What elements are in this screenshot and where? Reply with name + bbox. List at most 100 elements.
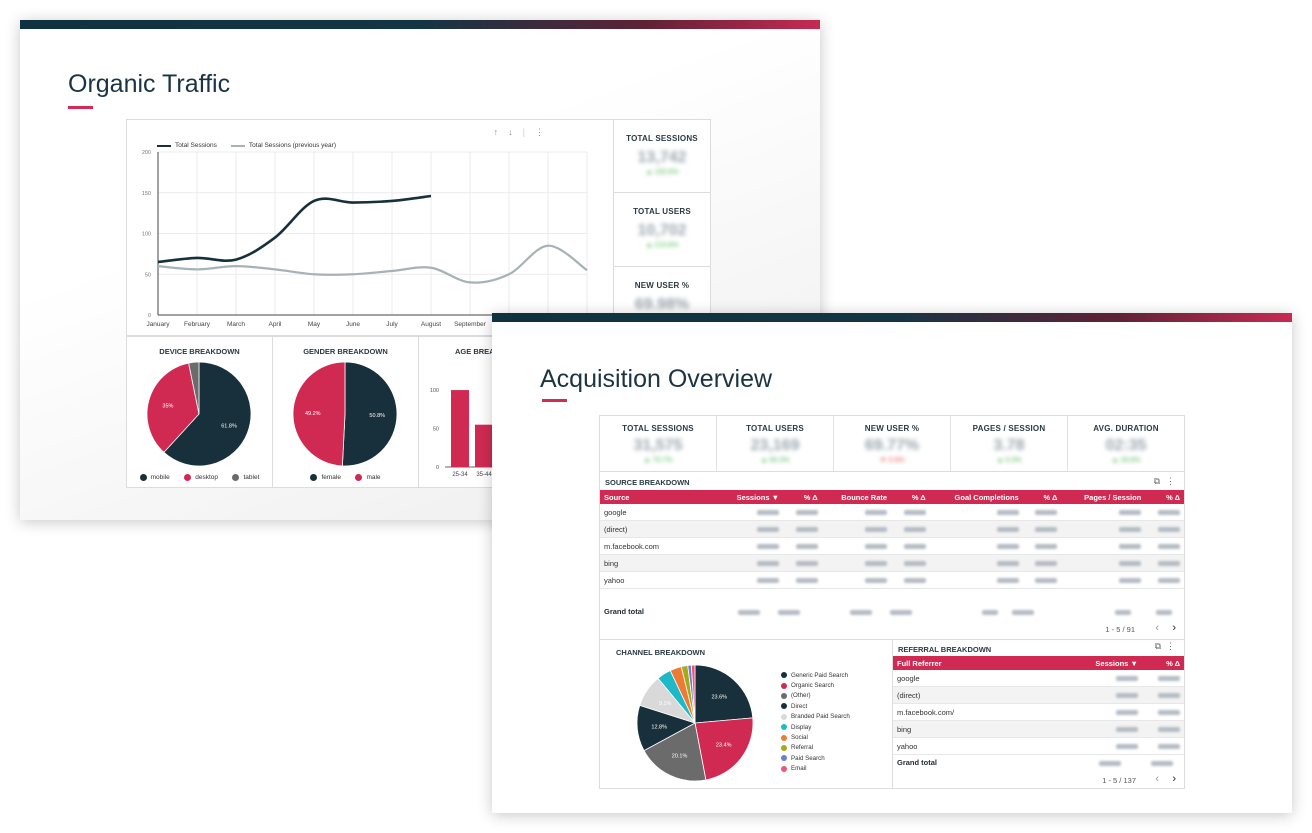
redacted-value (1158, 710, 1180, 716)
table-cell (821, 554, 892, 572)
bar (451, 390, 469, 467)
column-header[interactable]: Pages / Session (1061, 490, 1146, 504)
table-row[interactable]: m.facebook.com (600, 537, 1184, 555)
x-tick-label: July (386, 321, 398, 328)
title-underline (542, 399, 567, 402)
card-top-bar (20, 20, 820, 29)
channel-breakdown-panel: CHANNEL BREAKDOWN 23.6% 23.4% 20.1% 12.8% 9.… (599, 639, 894, 789)
more-options-icon[interactable]: ⋮ (535, 127, 544, 137)
table-row[interactable]: bing (893, 720, 1184, 738)
column-header[interactable]: % Δ (1141, 656, 1184, 670)
slice-label: 23.4% (716, 743, 732, 749)
prev-page-icon[interactable]: ‹ (1155, 622, 1159, 634)
redacted-value (757, 561, 780, 567)
y-tick-label: 200 (142, 150, 151, 156)
prev-page-icon[interactable]: ‹ (1155, 773, 1159, 785)
legend-mobile: mobile (139, 474, 170, 481)
card-top-bar (492, 313, 1292, 322)
redacted-value (1119, 561, 1142, 567)
legend-swatch (157, 144, 171, 147)
referral-table: Full Referrer Sessions ▼ % Δ google (dir… (893, 656, 1184, 755)
export-icon[interactable]: ⧉ (1154, 641, 1161, 651)
series-line (157, 194, 432, 264)
legend-label: Total Sessions (175, 142, 217, 149)
table-cell (718, 554, 784, 572)
redacted-value (1158, 544, 1180, 550)
redacted-value (1158, 561, 1180, 567)
table-cell (1022, 537, 1062, 555)
table-cell (718, 571, 784, 589)
table-row[interactable]: google (893, 670, 1184, 687)
legend-dot (781, 713, 787, 720)
legend-dot (781, 672, 787, 679)
y-tick-label: 150 (142, 191, 151, 197)
pie-slice (341, 361, 398, 467)
kpi-label: TOTAL USERS (746, 424, 804, 433)
more-options-icon[interactable]: ⋮ (1166, 641, 1175, 651)
table-row[interactable]: yahoo (893, 737, 1184, 755)
slice-label: 49.2% (305, 411, 321, 417)
table-row[interactable]: bing (600, 554, 1184, 572)
column-header[interactable]: % Δ (783, 490, 822, 504)
table-cell (821, 520, 892, 538)
table-cell (1071, 737, 1142, 755)
acquisition-overview-card: Acquisition Overview TOTAL SESSIONS 31,5… (492, 313, 1292, 813)
table-cell (1071, 670, 1142, 687)
legend-dot (781, 744, 787, 751)
table-cell (718, 504, 784, 521)
legend-dot (781, 765, 787, 772)
table-cell (1141, 703, 1184, 721)
legend-label: Total Sessions (previous year) (248, 142, 336, 149)
table-row[interactable]: m.facebook.com/ (893, 703, 1184, 721)
column-header[interactable]: Full Referrer (893, 656, 1071, 670)
column-header[interactable]: Source (600, 490, 718, 504)
legend-label: male (366, 474, 381, 481)
legend-dot (184, 474, 192, 481)
table-row[interactable]: (direct) (600, 520, 1184, 538)
kpi-new-user-pct: NEW USER % 69.98% (614, 267, 710, 335)
device-breakdown-panel: DEVICE BREAKDOWN 61.8% 35% mobile desktop… (126, 336, 273, 488)
sort-up-icon[interactable]: ↑ (493, 127, 499, 137)
next-page-icon[interactable]: › (1172, 622, 1176, 634)
legend-item: Organic Search (781, 680, 850, 690)
redacted-value (996, 544, 1019, 550)
column-header[interactable]: Sessions ▼ (718, 490, 784, 504)
legend-label: desktop (195, 474, 219, 481)
column-header[interactable]: Sessions ▼ (1071, 656, 1142, 670)
table-cell (1022, 554, 1062, 572)
redacted-value (903, 527, 926, 533)
legend-label: female (321, 474, 341, 481)
table-cell (821, 571, 892, 589)
referrer-name: google (893, 670, 1071, 687)
column-header[interactable]: % Δ (891, 490, 930, 504)
legend-label: mobile (150, 474, 170, 481)
source-name: (direct) (600, 520, 718, 538)
more-options-icon[interactable]: ⋮ (1166, 476, 1175, 486)
table-cell (1061, 520, 1146, 538)
table-cell (783, 537, 822, 555)
age-breakdown-title: AGE BREAKDOWN (455, 347, 524, 356)
next-page-icon[interactable]: › (1172, 773, 1176, 785)
column-header[interactable]: Goal Completions (929, 490, 1023, 504)
export-icon[interactable]: ⧉ (1153, 476, 1160, 486)
y-tick-label: 100 (430, 388, 439, 394)
grand-total-label: Grand total (604, 607, 645, 616)
channel-breakdown-title: CHANNEL BREAKDOWN (616, 648, 706, 657)
table-row[interactable]: (direct) (893, 686, 1184, 704)
column-header[interactable]: % Δ (1022, 490, 1062, 504)
referrer-name: m.facebook.com/ (893, 703, 1071, 721)
x-tick-label: February (184, 321, 211, 328)
table-cell (1145, 520, 1184, 538)
table-row[interactable]: yahoo (600, 571, 1184, 589)
sort-down-icon[interactable]: ↓ (508, 127, 513, 137)
table-cell (1141, 720, 1184, 738)
organic-traffic-card: Organic Traffic Total Sessions Total Ses… (20, 20, 820, 520)
table-row[interactable]: google (600, 504, 1184, 521)
column-header[interactable]: % Δ (1145, 490, 1184, 504)
referrer-name: (direct) (893, 686, 1071, 704)
slice-label: 12.8% (651, 724, 667, 730)
y-tick-label: 0 (148, 313, 151, 319)
column-header[interactable]: Bounce Rate (821, 490, 892, 504)
table-cell (929, 504, 1023, 521)
source-breakdown-panel: SOURCE BREAKDOWN ⧉ ⋮ Source Sessions ▼ %… (599, 471, 1185, 641)
